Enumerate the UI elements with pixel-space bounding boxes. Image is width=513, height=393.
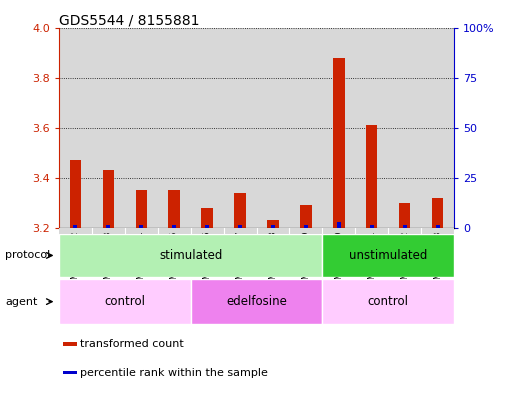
Bar <box>73 225 77 228</box>
Text: GSM1084260: GSM1084260 <box>334 230 343 291</box>
Bar <box>421 28 454 228</box>
Text: GSM1084278: GSM1084278 <box>268 230 278 291</box>
Bar <box>205 225 209 228</box>
Text: stimulated: stimulated <box>159 249 222 262</box>
Text: GSM1084274: GSM1084274 <box>137 230 146 290</box>
Bar <box>403 225 407 228</box>
Bar <box>355 228 388 273</box>
Bar <box>224 28 256 228</box>
Bar <box>202 208 213 228</box>
Bar <box>59 28 92 228</box>
Bar <box>172 225 176 228</box>
Bar <box>191 228 224 273</box>
Bar <box>224 228 256 273</box>
Text: unstimulated: unstimulated <box>349 249 427 262</box>
Text: GSM1084277: GSM1084277 <box>235 230 245 291</box>
Text: edelfosine: edelfosine <box>226 295 287 308</box>
Bar <box>168 190 180 228</box>
Text: control: control <box>368 295 409 308</box>
Bar <box>135 190 147 228</box>
Bar <box>157 28 191 228</box>
Text: agent: agent <box>5 297 37 307</box>
Text: GSM1084276: GSM1084276 <box>203 230 212 291</box>
Bar <box>322 28 355 228</box>
Bar <box>59 228 92 273</box>
Bar <box>63 371 77 374</box>
Bar <box>355 28 388 228</box>
Bar <box>92 28 125 228</box>
Bar <box>388 28 421 228</box>
Bar <box>125 28 157 228</box>
Bar <box>234 193 246 228</box>
Bar <box>333 58 345 228</box>
Bar <box>191 279 322 324</box>
Bar <box>103 170 114 228</box>
Text: transformed count: transformed count <box>80 339 183 349</box>
Bar <box>63 342 77 346</box>
Bar <box>366 125 378 228</box>
Text: percentile rank within the sample: percentile rank within the sample <box>80 367 267 378</box>
Bar <box>256 28 289 228</box>
Bar <box>59 234 322 277</box>
Bar <box>158 228 191 273</box>
Bar <box>322 234 454 277</box>
Bar <box>289 28 322 228</box>
Bar <box>140 225 143 228</box>
Bar <box>70 160 81 228</box>
Bar <box>59 279 191 324</box>
Bar <box>238 225 242 228</box>
Bar <box>191 28 224 228</box>
Bar <box>300 206 311 228</box>
Bar <box>436 225 440 228</box>
Bar <box>388 228 421 273</box>
Bar <box>125 228 158 273</box>
Text: GSM1084262: GSM1084262 <box>400 230 409 290</box>
Text: protocol: protocol <box>5 250 50 261</box>
Bar <box>322 228 355 273</box>
Bar <box>289 228 322 273</box>
Bar <box>399 203 410 228</box>
Bar <box>106 225 110 228</box>
Bar <box>92 228 125 273</box>
Text: GSM1084263: GSM1084263 <box>433 230 442 291</box>
Bar <box>421 228 454 273</box>
Bar <box>267 220 279 228</box>
Text: GSM1084272: GSM1084272 <box>71 230 80 290</box>
Text: GSM1084275: GSM1084275 <box>170 230 179 291</box>
Text: GDS5544 / 8155881: GDS5544 / 8155881 <box>59 14 200 28</box>
Bar <box>271 225 275 228</box>
Text: control: control <box>104 295 145 308</box>
Bar <box>432 198 443 228</box>
Bar <box>322 279 454 324</box>
Bar <box>304 225 308 228</box>
Text: GSM1084279: GSM1084279 <box>301 230 310 291</box>
Text: GSM1084273: GSM1084273 <box>104 230 113 291</box>
Bar <box>370 225 373 228</box>
Bar <box>256 228 289 273</box>
Bar <box>337 222 341 228</box>
Text: GSM1084261: GSM1084261 <box>367 230 376 291</box>
